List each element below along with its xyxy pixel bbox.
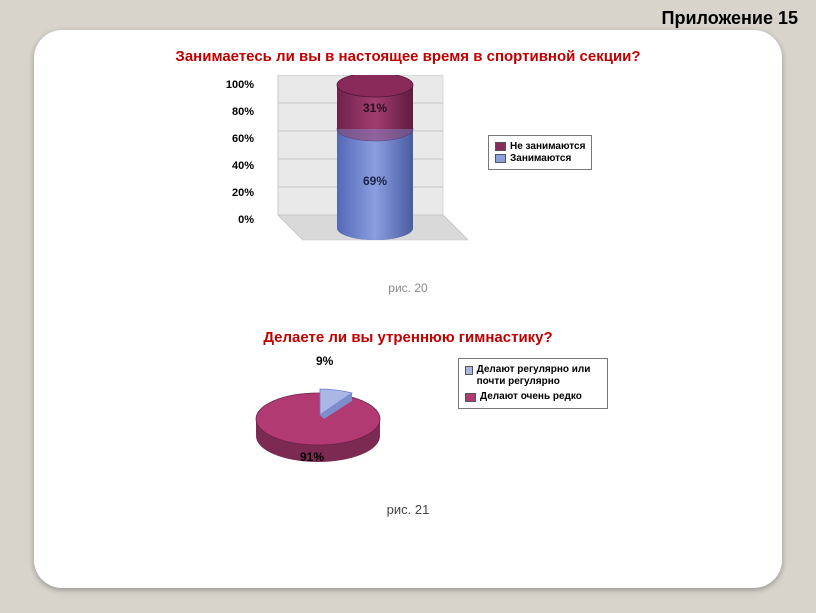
ytick-60: 60% <box>232 133 254 145</box>
ytick-0: 0% <box>238 214 254 226</box>
content-card: Занимаетесь ли вы в настоящее время в сп… <box>34 30 782 588</box>
swatch-icon <box>495 142 506 151</box>
chart2-title: Делаете ли вы утреннюю гимнастику? <box>52 329 764 346</box>
swatch-icon <box>495 154 506 163</box>
ytick-100: 100% <box>226 79 254 91</box>
chart1-legend: Не занимаются Занимаются <box>488 135 592 170</box>
legend-item: Не занимаются <box>495 141 585 152</box>
legend-label: Делают очень редко <box>480 391 582 403</box>
swatch-icon <box>465 393 476 402</box>
ytick-80: 80% <box>232 106 254 118</box>
chart2-value-small: 9% <box>316 354 333 368</box>
chart1-value-bottom: 69% <box>363 174 387 188</box>
chart1-value-top: 31% <box>363 101 387 115</box>
chart1-y-axis: 100% 80% 60% 40% 20% 0% <box>198 75 258 235</box>
chart2-legend: Делают регулярно или почти регулярно Дел… <box>458 358 608 409</box>
legend-label: Делают регулярно или почти регулярно <box>477 364 601 387</box>
legend-item: Занимаются <box>495 153 585 164</box>
chart2-value-large: 91% <box>300 450 324 464</box>
legend-label: Занимаются <box>510 153 571 164</box>
chart1-svg: 31% 69% <box>268 75 468 270</box>
swatch-icon <box>465 366 473 375</box>
chart1-title: Занимаетесь ли вы в настоящее время в сп… <box>52 48 764 65</box>
legend-label: Не занимаются <box>510 141 585 152</box>
chart2: 9% 91% Делают регулярно или почти регуля… <box>198 356 618 476</box>
chart2-caption: рис. 21 <box>52 502 764 517</box>
ytick-40: 40% <box>232 160 254 172</box>
legend-item: Делают очень редко <box>465 391 601 403</box>
chart1: 100% 80% 60% 40% 20% 0% <box>198 75 618 275</box>
chart1-caption: рис. 20 <box>52 281 764 295</box>
page-header-label: Приложение 15 <box>662 8 798 29</box>
legend-item: Делают регулярно или почти регулярно <box>465 364 601 387</box>
chart2-svg <box>228 364 428 474</box>
ytick-20: 20% <box>232 187 254 199</box>
